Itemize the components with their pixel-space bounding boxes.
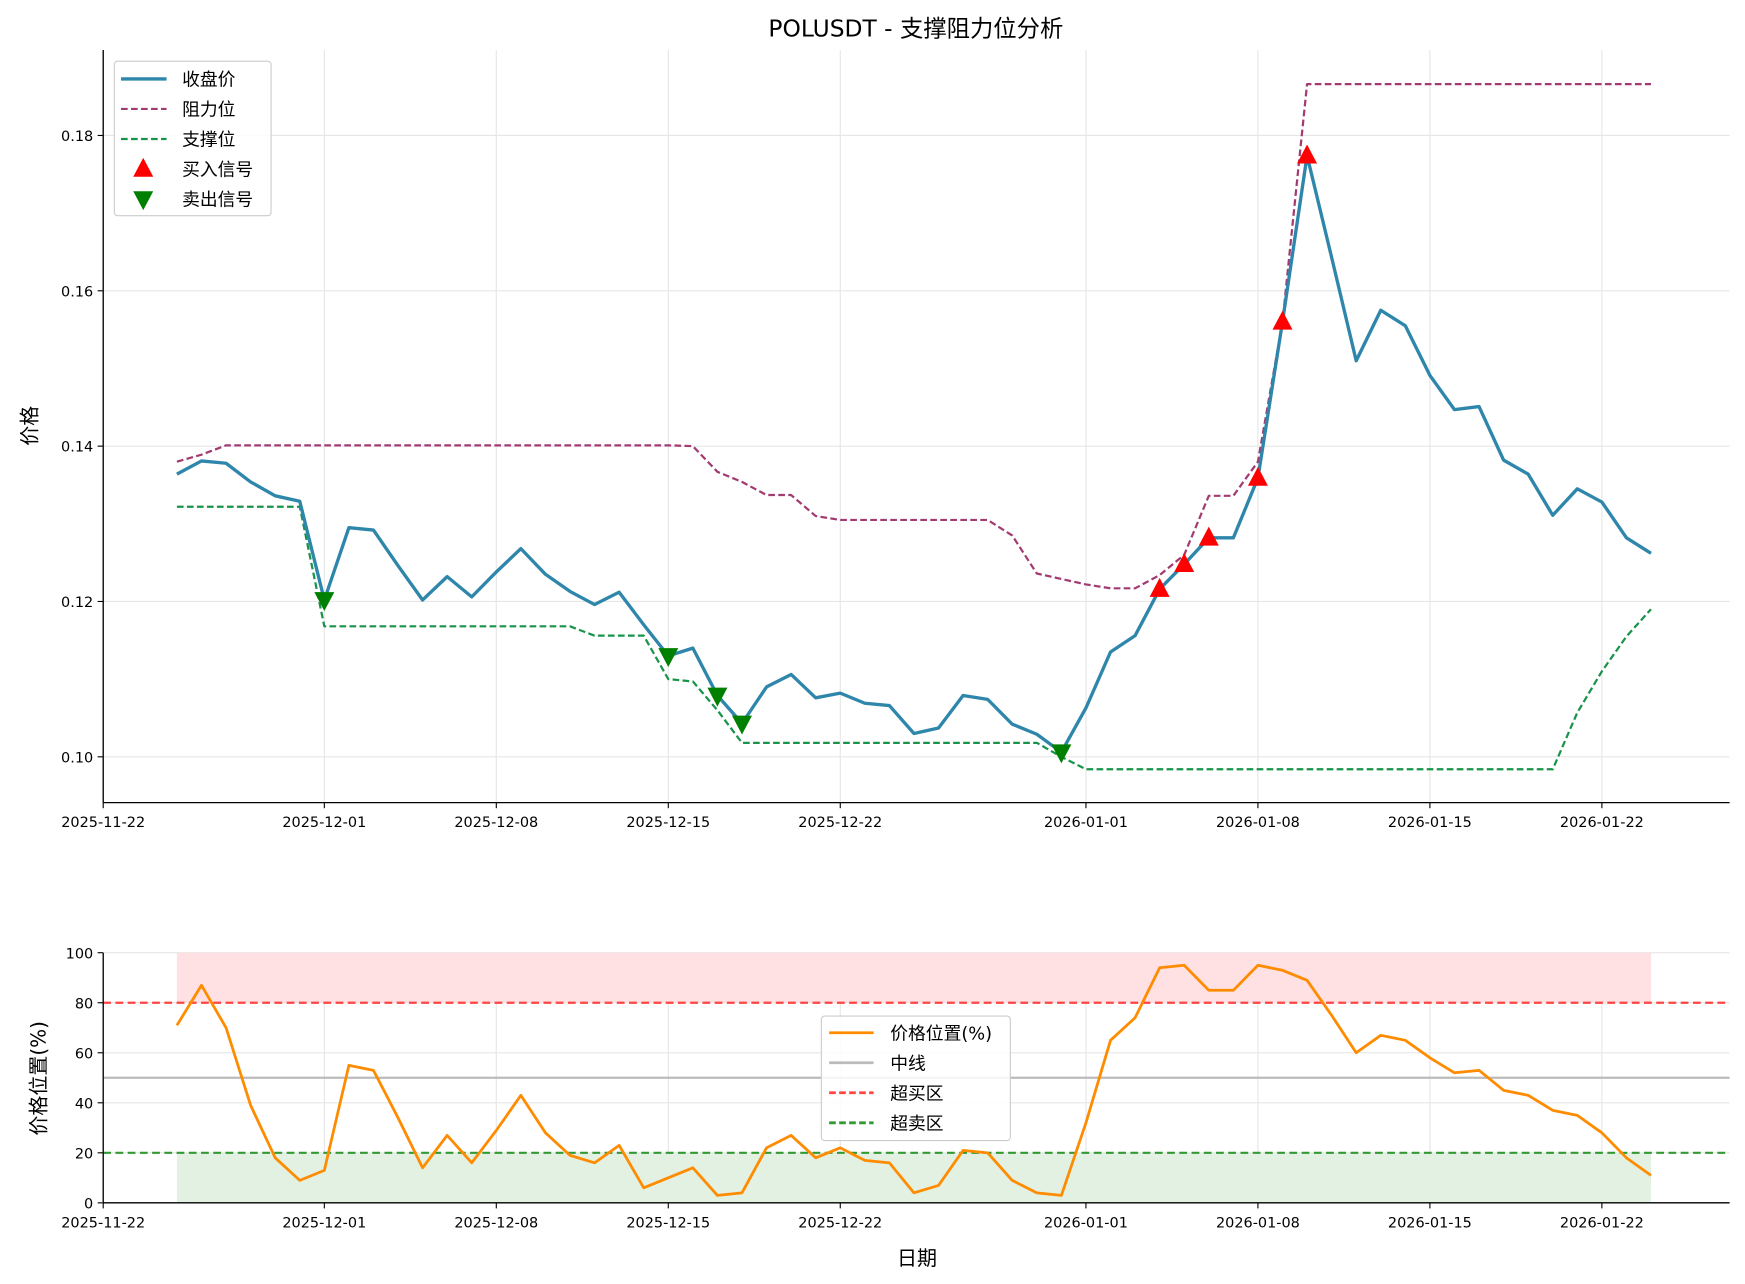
legend-label: 支撑位 bbox=[182, 130, 235, 151]
position-axes: 0 20 40 60 80 100 2025-11-22 2025-12-01 2025-12-… bbox=[61, 946, 1730, 1231]
buy-signal-marker bbox=[1198, 526, 1219, 546]
legend-box bbox=[113, 60, 272, 217]
sell-signal-marker bbox=[731, 715, 752, 735]
sell-signal-marker bbox=[707, 687, 728, 707]
sell-signal-marker bbox=[314, 592, 335, 612]
y-tick-label: 0 bbox=[84, 1196, 93, 1212]
legend-label: 阻力位 bbox=[182, 100, 235, 121]
series-line-close bbox=[176, 153, 1652, 754]
buy-signal-marker bbox=[1174, 553, 1195, 572]
y-tick-label: 0.16 bbox=[61, 284, 93, 300]
y-tick-label: 20 bbox=[75, 1146, 93, 1162]
x-tick-label: 2026-01-01 bbox=[1044, 815, 1128, 831]
y-axis-label-price: 价格 bbox=[18, 406, 42, 446]
legend-label: 卖出信号 bbox=[182, 190, 253, 211]
x-tick-label: 2026-01-15 bbox=[1388, 815, 1472, 831]
y-tick-label: 0.14 bbox=[61, 440, 93, 456]
series-line-position bbox=[175, 963, 1652, 1197]
x-tick-label: 2025-12-15 bbox=[626, 815, 710, 831]
y-tick-label: 60 bbox=[75, 1046, 93, 1062]
x-tick-label: 2025-11-22 bbox=[61, 815, 145, 831]
x-tick-label: 2026-01-22 bbox=[1560, 815, 1644, 831]
x-tick-label: 2025-11-22 bbox=[61, 1215, 145, 1231]
sell-signal-marker bbox=[658, 648, 679, 667]
legend-label: 超卖区 bbox=[890, 1113, 943, 1134]
legend-label: 中线 bbox=[890, 1053, 926, 1074]
x-tick-label: 2025-12-01 bbox=[282, 815, 366, 831]
zone-band bbox=[176, 1152, 1652, 1203]
zone-band bbox=[176, 952, 1652, 1003]
x-tick-label: 2026-01-15 bbox=[1388, 1215, 1472, 1231]
sell-signal-marker bbox=[1051, 744, 1072, 764]
legend-swatch bbox=[133, 157, 154, 177]
x-tick-label: 2025-12-01 bbox=[282, 1215, 366, 1231]
legend-swatch bbox=[133, 191, 154, 211]
y-axis-label-position: 价格位置(%) bbox=[26, 1021, 50, 1136]
y-tick-label: 0.18 bbox=[61, 129, 93, 145]
legend-label: 买入信号 bbox=[182, 160, 253, 181]
y-tick-label: 40 bbox=[75, 1096, 93, 1112]
buy-signal-marker bbox=[1247, 466, 1268, 486]
x-tick-label: 2025-12-15 bbox=[626, 1215, 710, 1231]
legend-label: 收盘价 bbox=[182, 70, 236, 91]
chart-title: POLUSDT - 支撑阻力位分析 bbox=[768, 15, 1063, 43]
buy-signal-marker bbox=[1272, 310, 1293, 330]
legend-box bbox=[820, 1015, 1011, 1142]
x-tick-label: 2026-01-22 bbox=[1560, 1215, 1644, 1231]
series-line-support bbox=[176, 505, 1652, 771]
x-tick-label: 2026-01-08 bbox=[1216, 1215, 1300, 1231]
price-axes: 0.10 0.12 0.14 0.16 0.18 2025-11-22 2025-12-01… bbox=[61, 50, 1730, 831]
buy-signal-marker bbox=[1297, 144, 1318, 164]
legend-label: 超买区 bbox=[890, 1083, 943, 1104]
x-axis-label: 日期 bbox=[897, 1246, 937, 1270]
x-tick-label: 2026-01-01 bbox=[1044, 1215, 1128, 1231]
x-tick-label: 2025-12-08 bbox=[454, 815, 538, 831]
legend-label: 价格位置(%) bbox=[890, 1023, 992, 1044]
x-tick-label: 2026-01-08 bbox=[1216, 815, 1300, 831]
series-line-resistance bbox=[176, 83, 1652, 590]
y-tick-label: 0.10 bbox=[61, 750, 93, 766]
buy-signal-marker bbox=[1149, 577, 1170, 597]
y-tick-label: 80 bbox=[75, 996, 93, 1012]
x-tick-label: 2025-12-22 bbox=[798, 815, 882, 831]
y-tick-label: 0.12 bbox=[61, 595, 93, 611]
y-tick-label: 100 bbox=[66, 946, 94, 962]
x-tick-label: 2025-12-22 bbox=[798, 1215, 882, 1231]
x-tick-label: 2025-12-08 bbox=[454, 1215, 538, 1231]
